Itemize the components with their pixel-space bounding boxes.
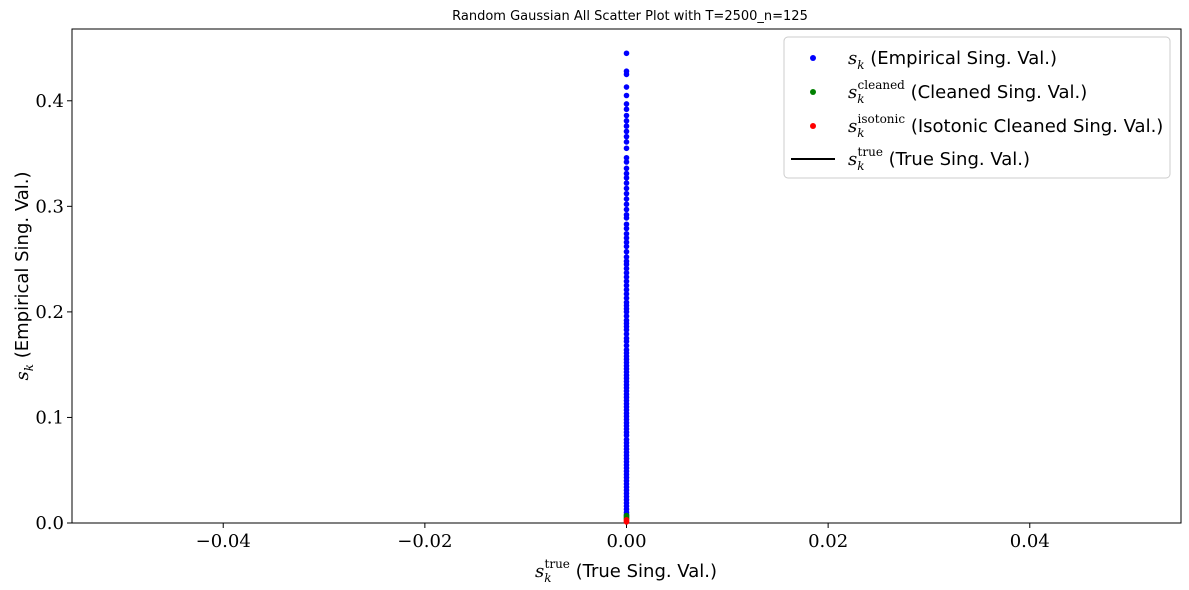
point-series-0: [623, 139, 630, 145]
point-series-0: [623, 215, 630, 221]
x-axis-label: sktrue (True Sing. Val.): [535, 557, 717, 585]
y-tick-label: 0.0: [35, 513, 64, 534]
data-points: [623, 50, 630, 525]
point-series-0: [623, 248, 630, 255]
point-series-0: [623, 190, 630, 197]
legend: sk (Empirical Sing. Val.) skcleaned (Clea…: [783, 36, 1171, 179]
point-series-0: [623, 327, 630, 333]
y-axis-ticks: 0.0 0.1 0.2 0.3 0.4: [35, 91, 72, 534]
legend-marker-0: [810, 55, 816, 61]
point-series-0: [623, 84, 630, 90]
point-series-0: [623, 154, 630, 161]
point-series-0: [623, 92, 630, 99]
point-series-0: [623, 145, 630, 152]
legend-box: [783, 36, 1171, 179]
point-series-0: [623, 159, 630, 165]
x-tick-label: −0.02: [397, 531, 452, 552]
point-series-0: [623, 206, 630, 213]
legend-label-2: skisotonic (Isotonic Cleaned Sing. Val.): [848, 112, 1163, 140]
x-tick-label: −0.04: [196, 531, 251, 552]
point-series-0: [623, 221, 630, 228]
point-series-0: [623, 254, 630, 260]
point-series-0: [623, 201, 630, 208]
point-series-0: [623, 331, 630, 337]
point-series-0: [623, 112, 630, 119]
point-series-0: [623, 180, 630, 186]
legend-marker-1: [810, 89, 816, 95]
point-series-0: [623, 50, 630, 57]
point-series-0: [623, 239, 630, 246]
y-tick-label: 0.1: [35, 407, 64, 428]
point-series-0: [623, 265, 630, 272]
point-series-0: [623, 313, 630, 319]
point-series-0: [623, 133, 630, 140]
point-series-0: [623, 71, 630, 78]
point-series-0: [623, 432, 630, 439]
point-series-0: [623, 338, 630, 345]
x-axis-ticks: −0.04 −0.02 0.00 0.02 0.04: [196, 523, 1050, 552]
point-series-0: [623, 185, 630, 192]
point-series-0: [623, 286, 630, 293]
point-series-0: [623, 274, 630, 280]
chart-title: Random Gaussian All Scatter Plot with T=…: [452, 9, 808, 24]
x-tick-label: 0.00: [606, 531, 646, 552]
point-series-0: [623, 295, 630, 301]
point-series-0: [623, 123, 630, 129]
point-series-0: [623, 175, 630, 181]
point-series-0: [623, 235, 630, 241]
legend-label-1: skcleaned (Cleaned Sing. Val.): [848, 78, 1087, 106]
y-tick-label: 0.4: [35, 91, 64, 112]
point-series-0: [623, 225, 630, 232]
point-series-0: [623, 230, 630, 237]
y-axis-label: sk (Empirical Sing. Val.): [12, 171, 36, 380]
point-series-0: [623, 243, 630, 250]
point-series-0: [623, 128, 630, 135]
point-series-0: [623, 270, 630, 276]
point-series-0: [623, 101, 630, 107]
legend-label-0: sk (Empirical Sing. Val.): [848, 48, 1057, 72]
y-tick-label: 0.2: [35, 302, 64, 323]
point-series-0: [623, 261, 630, 268]
point-series-0: [623, 309, 630, 315]
point-series-0: [623, 118, 630, 124]
point-series-0: [623, 278, 630, 285]
point-series-0: [623, 106, 630, 113]
point-series-0: [623, 170, 630, 177]
legend-label-3: sktrue (True Sing. Val.): [848, 145, 1030, 173]
point-series-0: [623, 282, 630, 289]
x-tick-label: 0.02: [808, 531, 848, 552]
point-series-0: [623, 165, 630, 172]
point-series-0: [623, 196, 630, 202]
point-series-2: [623, 519, 630, 525]
point-series-0: [623, 291, 630, 297]
legend-marker-2: [810, 123, 816, 129]
y-tick-label: 0.3: [35, 196, 64, 217]
x-tick-label: 0.04: [1010, 531, 1050, 552]
point-series-0: [623, 342, 630, 349]
